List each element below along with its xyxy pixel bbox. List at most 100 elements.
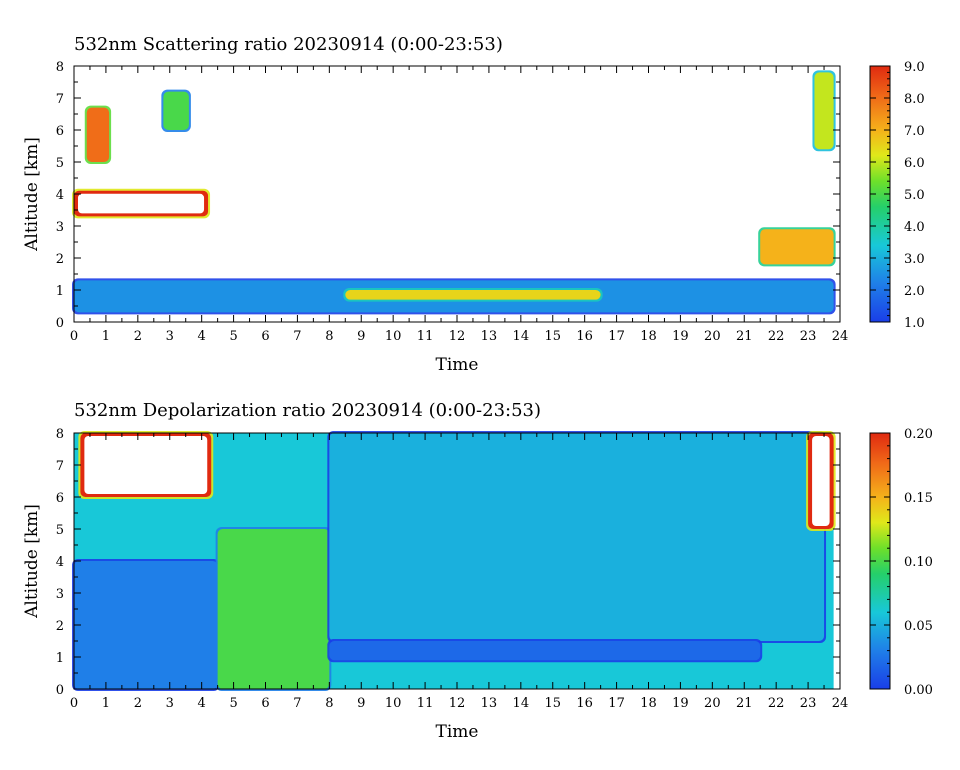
x-tick-label: 10 [385,329,402,344]
x-tick-label: 7 [293,329,301,344]
x-tick-label: 0 [70,696,78,711]
x-tick-label: 22 [768,329,785,344]
x-tick-label: 10 [385,696,402,711]
colorbar-ticks: 1.0 2.0 3.0 4.0 5.0 6.0 7.0 8.0 9.0 [870,60,925,331]
y-tick-label: 2 [56,619,64,634]
y-tick-label: 6 [56,491,64,506]
x-tick-label: 9 [357,696,365,711]
y-tick-label: 0 [56,683,64,698]
x-tick-label: 20 [704,696,721,711]
colorbar-ticks: 0.00 0.05 0.10 0.15 0.20 [870,427,933,698]
x-tick-label: 17 [608,696,625,711]
x-tick-label: 2 [134,329,142,344]
x-tick-label: 18 [640,696,657,711]
y-tick-label: 7 [56,459,64,474]
feature-cell [345,290,601,300]
feature-saturated [84,436,208,494]
y-tick-label: 0 [56,316,64,331]
x-tick-label: 20 [704,329,721,344]
heatmap-feature [343,288,603,302]
colorbar-tick-label: 6.0 [904,156,925,171]
x-tick-label: 15 [544,329,561,344]
feature-cell [814,72,834,150]
heatmap-feature [327,639,763,663]
colorbar-tick-label: 9.0 [904,60,925,75]
heatmap-feature [812,70,836,152]
colorbar-tick-label: 5.0 [904,188,925,203]
feature-cell [163,91,189,130]
x-tick-label: 19 [672,696,689,711]
colorbar-tick-label: 4.0 [904,220,925,235]
colorbar-tick-label: 0.05 [904,619,933,634]
x-tick-label: 11 [417,696,434,711]
x-tick-label: 5 [229,696,237,711]
x-tick-label: 4 [198,696,206,711]
x-axis-label: Time [436,355,479,375]
x-tick-label: 19 [672,329,689,344]
y-tick-label: 5 [56,156,64,171]
y-tick-label: 1 [56,284,64,299]
feature-cell [74,561,218,689]
axes: 0 1 2 3 4 5 6 7 8 9 10 11 12 13 14 15 16 17 18 19 20 21 22 23 24… [56,427,849,711]
heatmap-feature [758,227,836,267]
x-tick-label: 3 [166,696,174,711]
x-tick-label: 12 [449,696,466,711]
colorbar-tick-label: 2.0 [904,284,925,299]
feature-cell [86,107,110,162]
feature-cell [760,229,834,265]
y-tick-label: 6 [56,124,64,139]
x-tick-label: 24 [832,696,849,711]
colorbar-tick-label: 7.0 [904,124,925,139]
feature-cell [329,433,825,641]
x-tick-label: 13 [481,696,498,711]
x-tick-label: 3 [166,329,174,344]
y-tick-label: 2 [56,252,64,267]
scattering-ratio-heatmap [72,70,836,315]
x-tick-label: 16 [576,696,593,711]
x-tick-label: 24 [832,329,849,344]
x-tick-label: 6 [261,329,269,344]
x-tick-label: 21 [736,329,753,344]
x-tick-label: 14 [513,329,530,344]
x-tick-label: 11 [417,329,434,344]
x-tick-label: 18 [640,329,657,344]
y-tick-label: 5 [56,523,64,538]
y-tick-label: 4 [56,555,64,570]
colorbar-tick-label: 0.00 [904,683,933,698]
x-tick-label: 9 [357,329,365,344]
x-tick-label: 6 [261,696,269,711]
x-tick-label: 15 [544,696,561,711]
colorbar-tick-label: 3.0 [904,252,925,267]
feature-saturated [812,436,830,526]
heatmap-feature [84,105,112,164]
heatmap-feature [327,431,827,643]
x-tick-label: 2 [134,696,142,711]
scattering-ratio-panel: 532nm Scattering ratio 20230914 (0:00-23… [22,34,925,375]
x-tick-label: 5 [229,329,237,344]
x-tick-label: 16 [576,329,593,344]
x-tick-label: 8 [325,696,333,711]
x-tick-label: 23 [800,696,817,711]
depolarization-ratio-heatmap [72,431,836,691]
y-tick-label: 7 [56,92,64,107]
x-tick-label: 17 [608,329,625,344]
x-axis-label: Time [436,722,479,742]
feature-cell [329,641,761,661]
x-tick-label: 21 [736,696,753,711]
feature-cell [217,529,330,689]
y-axis-label: Altitude [km] [22,504,42,619]
x-tick-label: 8 [325,329,333,344]
heatmap-feature [806,431,836,531]
y-tick-label: 4 [56,188,64,203]
x-tick-label: 23 [800,329,817,344]
panel-title: 532nm Scattering ratio 20230914 (0:00-23… [74,34,503,55]
feature-saturated [78,193,205,214]
y-tick-label: 8 [56,427,64,442]
y-tick-label: 3 [56,587,64,602]
x-tick-label: 14 [513,696,530,711]
colorbar-tick-label: 0.10 [904,555,933,570]
x-tick-label: 22 [768,696,785,711]
depolarization-ratio-panel: 532nm Depolarization ratio 20230914 (0:0… [22,400,933,742]
heatmap-feature [78,431,214,499]
